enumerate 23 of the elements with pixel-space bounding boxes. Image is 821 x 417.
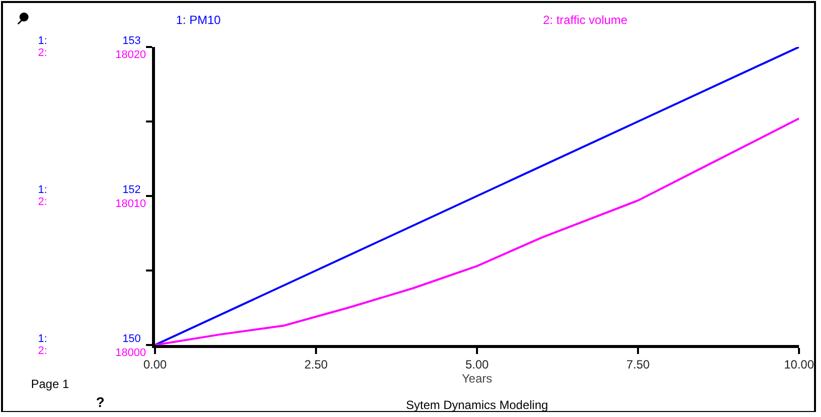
y2-tick-label: 18020 (115, 48, 146, 61)
text: ? (96, 394, 105, 410)
text: Page 1 (31, 377, 70, 391)
text: 1: (38, 333, 48, 345)
text: 1: (38, 35, 48, 47)
y-tick-label: 150 (122, 332, 141, 345)
y-tick-label: 153 (122, 34, 141, 47)
x-tick-label: 10.00 (784, 357, 814, 372)
text: 1: (38, 184, 48, 196)
x-axis-title: Years (462, 371, 492, 386)
x-tick-label: 0.00 (143, 357, 167, 372)
y-tick-label: 152 (122, 184, 141, 196)
x-tick-label: 7.50 (626, 357, 650, 372)
text: 2: (38, 47, 48, 59)
text: 2: traffic volume (543, 13, 628, 27)
x-tick-label: 5.00 (465, 357, 489, 372)
x-tick-label: 2.50 (304, 357, 328, 372)
text: 1: PM10 (176, 13, 222, 27)
text: 2: (38, 196, 48, 208)
text: 2: (38, 345, 48, 357)
y2-tick-label: 18010 (115, 198, 146, 210)
y2-tick-label: 18000 (115, 346, 146, 359)
text: Sytem Dynamics Modeling (406, 398, 548, 412)
